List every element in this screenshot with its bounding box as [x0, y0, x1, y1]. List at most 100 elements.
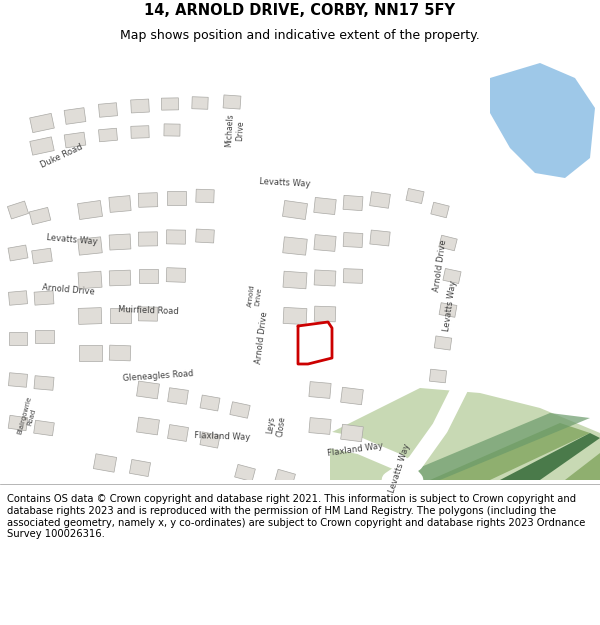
Polygon shape	[139, 232, 158, 246]
Text: Muirfield Road: Muirfield Road	[118, 306, 178, 316]
Text: Arnold Drive: Arnold Drive	[432, 239, 448, 292]
Polygon shape	[565, 453, 600, 480]
Polygon shape	[309, 418, 331, 434]
Text: Gleneagles Road: Gleneagles Road	[122, 369, 194, 383]
Text: Arnold Drive: Arnold Drive	[254, 311, 269, 364]
Polygon shape	[500, 433, 600, 480]
Text: Levatts Way: Levatts Way	[442, 280, 458, 332]
Polygon shape	[166, 230, 185, 244]
Polygon shape	[30, 137, 54, 155]
Text: Map shows position and indicative extent of the property.: Map shows position and indicative extent…	[120, 29, 480, 42]
Polygon shape	[8, 415, 28, 431]
Polygon shape	[430, 369, 446, 382]
Polygon shape	[167, 388, 188, 404]
Polygon shape	[223, 95, 241, 109]
Polygon shape	[167, 191, 185, 205]
Text: Arnold
Drive: Arnold Drive	[247, 284, 263, 308]
Polygon shape	[167, 424, 188, 441]
Text: Flaxland Way: Flaxland Way	[326, 442, 383, 458]
Polygon shape	[29, 208, 51, 224]
Polygon shape	[343, 232, 363, 248]
Polygon shape	[430, 423, 590, 480]
Polygon shape	[78, 271, 102, 289]
Polygon shape	[137, 381, 160, 399]
Polygon shape	[439, 235, 457, 251]
Polygon shape	[343, 196, 363, 211]
Polygon shape	[192, 97, 208, 109]
Polygon shape	[370, 192, 391, 208]
Polygon shape	[230, 402, 250, 418]
Polygon shape	[314, 198, 336, 214]
Polygon shape	[314, 234, 336, 251]
Polygon shape	[78, 308, 102, 324]
Text: Contains OS data © Crown copyright and database right 2021. This information is : Contains OS data © Crown copyright and d…	[7, 494, 586, 539]
Polygon shape	[196, 229, 214, 243]
Polygon shape	[283, 237, 307, 255]
Polygon shape	[164, 124, 180, 136]
Polygon shape	[330, 388, 600, 480]
Text: Levatts Way: Levatts Way	[259, 177, 311, 189]
Text: Michaels
Drive: Michaels Drive	[224, 112, 245, 148]
Polygon shape	[131, 99, 149, 113]
Polygon shape	[34, 291, 54, 305]
Polygon shape	[7, 201, 29, 219]
Text: 14, ARNOLD DRIVE, CORBY, NN17 5FY: 14, ARNOLD DRIVE, CORBY, NN17 5FY	[145, 3, 455, 18]
Polygon shape	[341, 388, 364, 405]
Polygon shape	[439, 302, 457, 318]
Polygon shape	[8, 291, 28, 305]
Polygon shape	[443, 269, 461, 284]
Polygon shape	[79, 345, 101, 361]
Polygon shape	[98, 128, 118, 142]
Polygon shape	[78, 237, 102, 255]
Polygon shape	[200, 395, 220, 411]
Polygon shape	[32, 248, 52, 264]
Polygon shape	[98, 102, 118, 118]
Polygon shape	[138, 192, 158, 208]
Polygon shape	[341, 424, 364, 442]
Polygon shape	[137, 417, 160, 435]
Polygon shape	[200, 432, 220, 448]
Polygon shape	[64, 132, 86, 148]
Polygon shape	[34, 420, 55, 436]
Text: Arnold Drive: Arnold Drive	[41, 283, 95, 297]
Text: Blairgowrie
Road: Blairgowrie Road	[17, 396, 40, 437]
Polygon shape	[77, 201, 103, 219]
Polygon shape	[8, 372, 28, 388]
Polygon shape	[370, 230, 390, 246]
Polygon shape	[343, 269, 363, 283]
Polygon shape	[9, 331, 27, 344]
Polygon shape	[314, 306, 336, 322]
Polygon shape	[131, 126, 149, 138]
Polygon shape	[314, 270, 336, 286]
Polygon shape	[196, 189, 214, 202]
Text: Levatts Way: Levatts Way	[46, 233, 98, 247]
Polygon shape	[110, 308, 131, 322]
Polygon shape	[64, 107, 86, 124]
Polygon shape	[94, 454, 116, 472]
Polygon shape	[109, 270, 131, 286]
Text: Levatts Way: Levatts Way	[388, 442, 412, 494]
Polygon shape	[29, 113, 55, 132]
Polygon shape	[283, 201, 308, 219]
Polygon shape	[390, 413, 590, 480]
Polygon shape	[8, 245, 28, 261]
Polygon shape	[109, 196, 131, 212]
Polygon shape	[431, 202, 449, 217]
Polygon shape	[34, 376, 54, 390]
Text: Flaxland Way: Flaxland Way	[194, 431, 250, 441]
Polygon shape	[283, 308, 307, 324]
Polygon shape	[35, 329, 53, 342]
Polygon shape	[309, 382, 331, 398]
Polygon shape	[109, 345, 131, 361]
Polygon shape	[139, 307, 158, 321]
Polygon shape	[283, 271, 307, 289]
Polygon shape	[130, 459, 151, 476]
Polygon shape	[139, 269, 157, 283]
Polygon shape	[109, 234, 131, 250]
Polygon shape	[161, 98, 179, 110]
Polygon shape	[490, 63, 595, 178]
Text: Duke Road: Duke Road	[40, 142, 85, 170]
Polygon shape	[166, 268, 186, 282]
Polygon shape	[434, 336, 452, 350]
Polygon shape	[275, 469, 295, 487]
